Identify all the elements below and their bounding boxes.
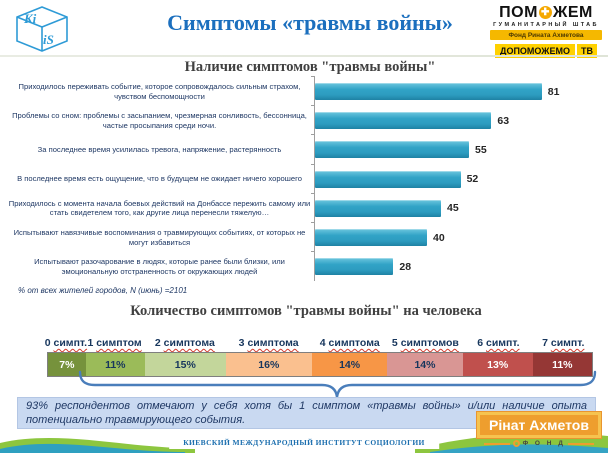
bar-category-label: Испытывают разочарование в людях, которы… [34, 257, 285, 276]
chart1-title: Наличие симптомов "травмы войны" [184, 59, 436, 75]
stacked-segment: 11% [532, 353, 592, 376]
stacked-segment: 11% [85, 353, 145, 376]
stacked-segment-label: 0 симпт. [45, 337, 87, 349]
bar-value-label: 40 [433, 231, 445, 244]
segment-label-word: симптома [163, 337, 215, 349]
bar-category-label: За последнее время усилилась тревога, на… [37, 145, 282, 155]
stacked-segment-label: 1 симптом [87, 337, 141, 349]
bar [315, 141, 469, 159]
bar-category-label: Приходилось с момента начала боевых дейс… [8, 198, 311, 218]
stacked-segment: 14% [387, 353, 463, 376]
bar-row: За последнее время усилилась тревога, на… [8, 134, 600, 165]
akhmetov-name-label: Рінат Ахметов [477, 412, 601, 438]
segment-label-num: 5 [391, 337, 401, 349]
akhmetov-fond-row: Ф О Н Д [477, 440, 601, 447]
bar [315, 83, 542, 101]
kiis-logo-icon: Ki iS [16, 6, 68, 52]
bar-row: Испытывают навязчивые воспоминания о тра… [8, 221, 600, 253]
segment-label-word: симптома [328, 337, 380, 349]
stacked-segment-label: 6 симпт. [477, 337, 519, 349]
stacked-segment-label: 2 симптома [155, 337, 215, 349]
stacked-segment-label: 3 симптома [239, 337, 299, 349]
dopomozhemo-badge: ДОПОМОЖЕМО ТВ [490, 44, 602, 58]
pomozhem-title-left: ПОМ [499, 4, 538, 21]
segment-label-num: 1 [87, 337, 97, 349]
bar-category-label: В последнее время есть ощущение, что в б… [17, 174, 302, 184]
segment-label-word: симптом [96, 337, 142, 349]
segment-label-num: 2 [154, 337, 164, 349]
bar [315, 112, 492, 130]
bar-value-label: 28 [399, 260, 412, 273]
bar-plot-area: 63 [311, 105, 600, 136]
chart2-title: Количество симптомов "травмы войны" на ч… [130, 303, 482, 319]
segment-label-word: симпт. [53, 337, 88, 349]
bar-row: В последнее время есть ощущение, что в б… [8, 163, 600, 194]
bar [315, 170, 461, 188]
stacked-segment: 15% [144, 353, 226, 376]
stacked-segment: 14% [311, 353, 388, 376]
bar-value-label: 81 [547, 85, 560, 98]
fond-line-right [568, 442, 595, 445]
segment-label-word: симптома [247, 337, 299, 349]
pomozhem-sun-icon: ✚ [538, 6, 552, 19]
bar-plot-area: 28 [311, 251, 600, 282]
stacked-segment: 7% [48, 353, 86, 376]
bar-row: Испытывают разочарование в людях, которы… [8, 251, 600, 282]
pomozhem-subtitle: ГУМАНИТАРНЫЙ ШТАБ [493, 22, 599, 28]
segment-label-num: 0 [44, 337, 54, 349]
fond-ring-icon [512, 440, 520, 447]
stacked-segment: 13% [462, 353, 533, 376]
segment-label-num: 3 [238, 337, 248, 349]
dopomozhemo-tv-label: ТВ [576, 44, 597, 58]
chart1-footnote: % от всех жителей городов, N (июнь) =210… [18, 286, 188, 295]
stacked-segment-label: 5 симптомов [392, 337, 459, 349]
bar-plot-area: 52 [311, 163, 600, 194]
symptoms-bar-chart: Приходилось переживать событие, которое … [8, 75, 600, 282]
segment-label-word: симпт. [550, 337, 585, 349]
segment-label-num: 6 [477, 337, 486, 349]
segment-label-word: симпт. [486, 337, 520, 349]
akhmetov-fond-label: Ф О Н Д [522, 440, 566, 447]
segment-label-word: симптомов [400, 337, 459, 349]
bar-value-label: 63 [497, 114, 510, 127]
bar-row: Приходилось переживать событие, которое … [8, 75, 600, 107]
bar-plot-area: 55 [311, 134, 600, 165]
bar-value-label: 52 [466, 173, 479, 186]
dopomozhemo-label: ДОПОМОЖЕМО [495, 44, 575, 58]
bar [315, 258, 394, 276]
header: Ki iS Симптомы «травмы войны» ПОМ ✚ ЖЕМ ГУ… [0, 0, 608, 58]
fond-line-left [483, 442, 510, 445]
bar [315, 199, 441, 217]
bar-plot-area: 40 [311, 221, 600, 253]
bar-category-label: Приходилось переживать событие, которое … [18, 82, 301, 101]
segment-label-num: 7 [542, 337, 551, 349]
kiis-letters-top: Ki [23, 11, 37, 26]
slide-title: Симптомы «травмы войны» [167, 10, 453, 35]
pomozhem-logo: ПОМ ✚ ЖЕМ ГУМАНИТАРНЫЙ ШТАБ Фонд Рината Ах… [490, 4, 602, 58]
bar-row: Проблемы со сном: проблемы с засыпанием,… [8, 105, 600, 136]
stacked-bar-labels: 0 симпт. 1 симптом 2 симптома 3 симптома 4 с… [45, 334, 593, 349]
akhmetov-fund-logo: Рінат Ахметов Ф О Н Д [477, 412, 601, 447]
bar [315, 229, 427, 247]
kiis-letters-bottom: iS [43, 32, 54, 47]
institute-footer-label: КИЕВСКИЙ МЕЖДУНАРОДНЫЙ ИНСТИТУТ СОЦИОЛОГ… [169, 436, 439, 449]
bar-category-label: Проблемы со сном: проблемы с засыпанием,… [12, 111, 307, 130]
pomozhem-title: ПОМ ✚ ЖЕМ [490, 4, 602, 21]
bar-value-label: 45 [447, 202, 459, 215]
pomozhem-fund-label: Фонд Рината Ахметова [490, 30, 602, 40]
bar-plot-area: 45 [311, 192, 600, 223]
bar-category-label: Испытывают навязчивые воспоминания о тра… [13, 228, 306, 247]
segment-label-num: 4 [319, 337, 329, 349]
stacked-segment-label: 4 симптома [320, 337, 380, 349]
footer-wave-decoration [0, 433, 608, 453]
bar-value-label: 55 [475, 143, 487, 156]
stacked-segment: 16% [225, 353, 312, 376]
bar-plot-area: 81 [311, 75, 600, 107]
bar-row: Приходилось с момента начала боевых дейс… [8, 192, 600, 223]
stacked-segment-label: 7 симпт. [542, 337, 584, 349]
stacked-bar: 7% 11% 15% 16% 14% 14% 13% 11% [47, 352, 593, 377]
pomozhem-title-right: ЖЕМ [552, 4, 593, 21]
